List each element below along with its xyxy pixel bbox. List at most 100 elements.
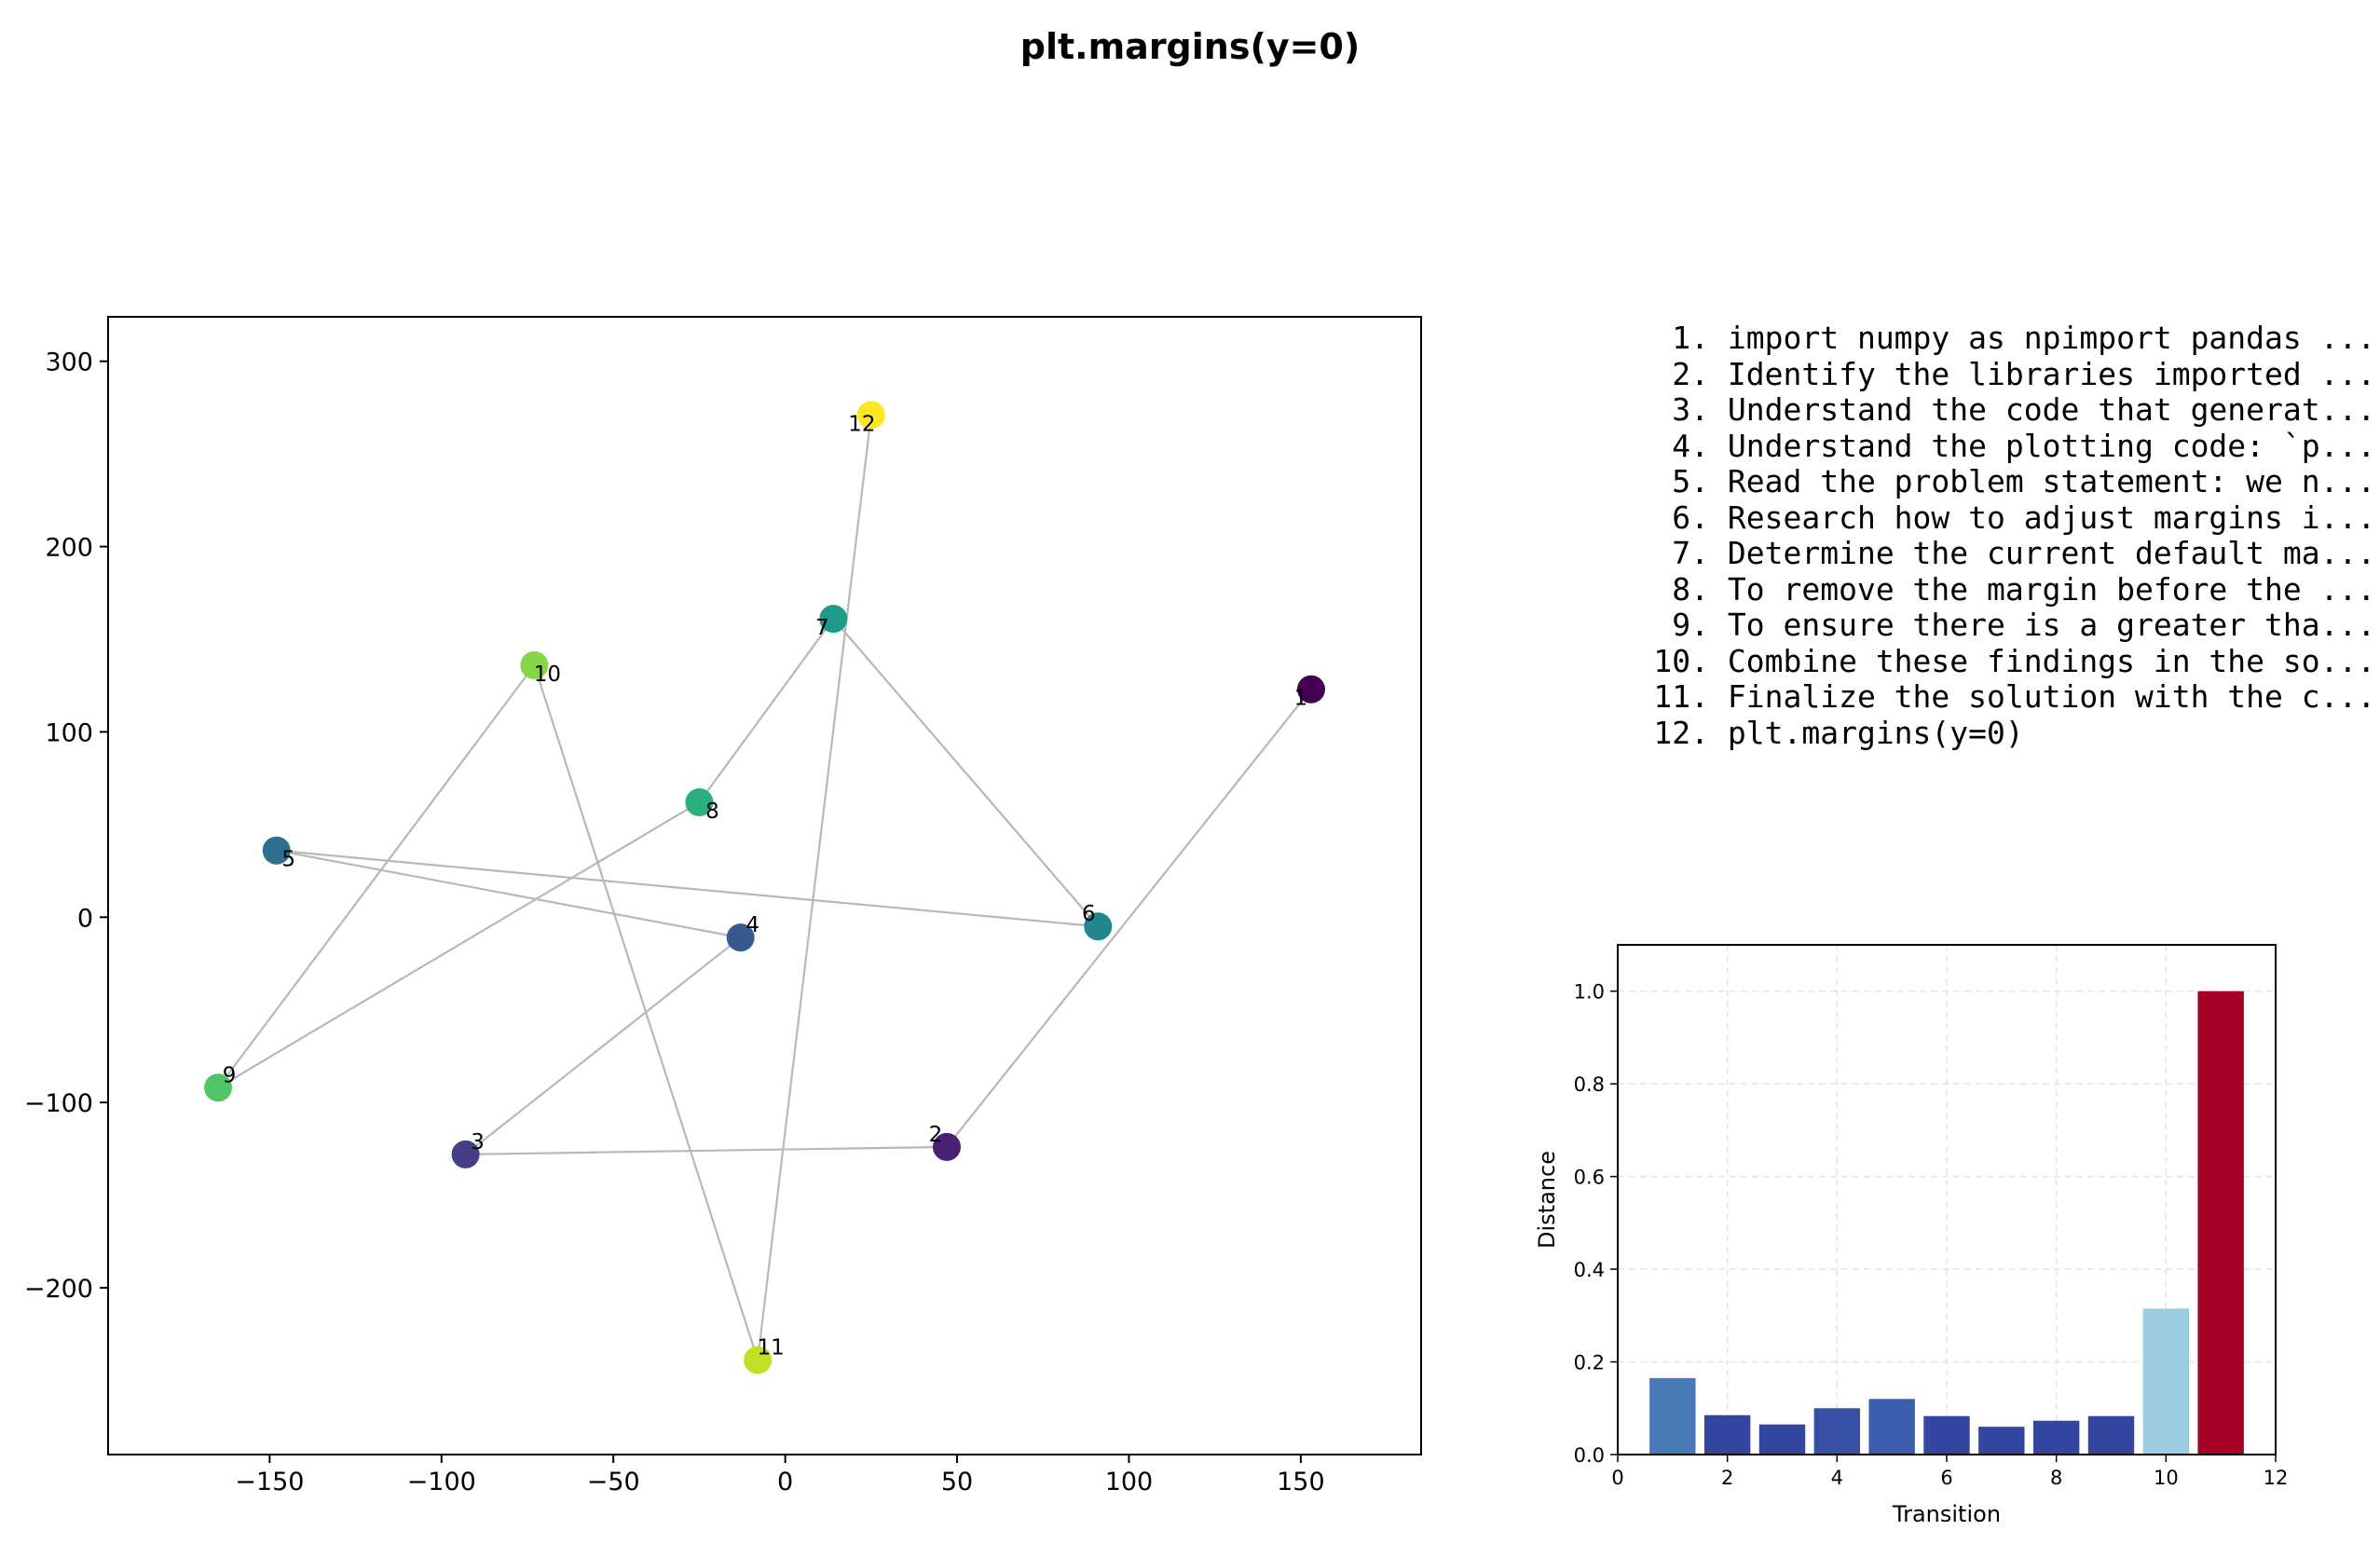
scatter-point <box>1296 675 1325 704</box>
step-number: 3. <box>1672 391 1709 428</box>
connector-line <box>698 618 835 803</box>
step-text: import numpy as npimport pandas ... <box>1727 320 2376 356</box>
x-tick-label: 150 <box>1277 1468 1325 1496</box>
distance-bar <box>1813 1408 1861 1455</box>
y-tick-label: 0.8 <box>1574 1073 1605 1096</box>
reasoning-steps-list: 1. import numpy as npimport pandas ... 2… <box>1633 320 2376 752</box>
scatter-point <box>685 788 714 817</box>
point-label: 11 <box>757 1336 784 1360</box>
x-tick-label: 2 <box>1721 1467 1733 1489</box>
connector-line <box>946 689 1312 1148</box>
step-item: 7. Determine the current default ma... <box>1633 535 2376 572</box>
step-item: 4. Understand the plotting code: `p... <box>1633 427 2376 465</box>
scatter-point <box>819 605 848 634</box>
step-number: 10. <box>1653 642 1709 679</box>
point-label: 5 <box>281 848 295 872</box>
step-text: Understand the plotting code: `p... <box>1727 427 2376 464</box>
scatter-point <box>726 923 755 952</box>
connector-line <box>465 1145 948 1155</box>
distance-bar <box>1703 1414 1751 1455</box>
y-tick-label: 1.0 <box>1574 981 1605 1004</box>
step-text: Identify the libraries imported ... <box>1727 355 2376 392</box>
scatter-point <box>262 836 291 865</box>
step-number: 11. <box>1653 678 1709 715</box>
step-number: 6. <box>1672 499 1709 536</box>
y-tick-label: 0 <box>77 904 93 933</box>
point-label: 8 <box>705 799 719 824</box>
x-tick-label: 6 <box>1940 1467 1952 1489</box>
step-text: plt.margins(y=0) <box>1727 714 2024 751</box>
point-label: 7 <box>815 616 829 640</box>
distance-bar <box>1649 1377 1696 1455</box>
point-label: 9 <box>223 1063 237 1087</box>
step-number: 5. <box>1672 463 1709 499</box>
scatter-point <box>856 401 885 430</box>
x-tick-label: 0 <box>1611 1467 1623 1489</box>
scatter-point <box>1084 912 1113 941</box>
step-text: Understand the code that generat... <box>1727 391 2376 428</box>
scatter-point <box>520 650 549 679</box>
step-number: 1. <box>1672 320 1709 356</box>
x-tick-label: 10 <box>2154 1467 2179 1489</box>
connector-line <box>276 849 1099 928</box>
figure-title: plt.margins(y=0) <box>1019 26 1361 67</box>
connector-line <box>217 664 536 1088</box>
step-text: Finalize the solution with the c... <box>1727 678 2376 715</box>
step-number: 8. <box>1672 570 1709 608</box>
connector-line <box>217 801 700 1089</box>
step-number: 9. <box>1672 607 1709 643</box>
point-label: 4 <box>745 913 759 937</box>
step-text: Read the problem statement: we n... <box>1727 463 2376 499</box>
distance-bar <box>2197 991 2244 1455</box>
point-label: 12 <box>848 412 875 436</box>
step-item: 6. Research how to adjust margins i... <box>1633 499 2376 537</box>
point-label: 3 <box>471 1130 485 1155</box>
x-tick-label: 50 <box>941 1468 973 1496</box>
step-item: 1. import numpy as npimport pandas ... <box>1633 320 2376 357</box>
y-tick-label: 200 <box>45 534 93 563</box>
scatter-point <box>204 1073 233 1102</box>
step-number: 4. <box>1672 427 1709 464</box>
step-text: Combine these findings in the so... <box>1727 642 2376 679</box>
y-tick-label: 100 <box>45 718 93 747</box>
step-item: 12. plt.margins(y=0) <box>1633 714 2375 752</box>
distance-bar <box>2142 1308 2190 1455</box>
x-tick-label: 0 <box>777 1468 793 1496</box>
connector-line <box>832 618 1100 927</box>
step-number: 2. <box>1672 355 1709 392</box>
step-item: 11. Finalize the solution with the c... <box>1633 678 2376 716</box>
scatter-point <box>744 1346 773 1374</box>
point-label: 1 <box>1294 687 1308 711</box>
step-item: 5. Read the problem statement: we n... <box>1633 463 2376 500</box>
y-tick-label: 0.0 <box>1574 1444 1605 1467</box>
distance-bar <box>2087 1415 2135 1455</box>
step-text: Determine the current default ma... <box>1727 535 2376 571</box>
step-item: 8. To remove the margin before the ... <box>1633 570 2376 608</box>
connector-line <box>533 664 759 1360</box>
y-tick-label: −200 <box>24 1275 93 1304</box>
point-label: 2 <box>929 1123 943 1147</box>
step-item: 9. To ensure there is a greater tha... <box>1633 607 2376 644</box>
step-text: Research how to adjust margins i... <box>1727 499 2376 536</box>
connector-line <box>276 849 741 939</box>
distance-bar <box>1923 1415 1970 1455</box>
step-item: 10. Combine these findings in the so... <box>1633 642 2376 680</box>
step-text: To ensure there is a greater tha... <box>1727 607 2376 643</box>
distance-bar <box>1758 1424 1806 1455</box>
point-label: 10 <box>534 663 561 687</box>
x-axis-label: Transition <box>1892 1501 2001 1527</box>
distance-bar <box>2032 1420 2080 1455</box>
y-tick-label: 0.2 <box>1574 1352 1605 1374</box>
connector-line <box>757 415 872 1360</box>
x-tick-label: −50 <box>587 1468 640 1496</box>
y-tick-label: 0.4 <box>1574 1259 1605 1281</box>
step-item: 2. Identify the libraries imported ... <box>1633 355 2376 393</box>
x-tick-label: −150 <box>235 1468 304 1496</box>
scatter-point <box>451 1140 480 1168</box>
x-tick-label: 12 <box>2264 1467 2289 1489</box>
x-tick-label: −100 <box>407 1468 476 1496</box>
x-tick-label: 4 <box>1831 1467 1843 1489</box>
step-text: To remove the margin before the ... <box>1727 570 2376 608</box>
connector-line <box>464 936 742 1155</box>
